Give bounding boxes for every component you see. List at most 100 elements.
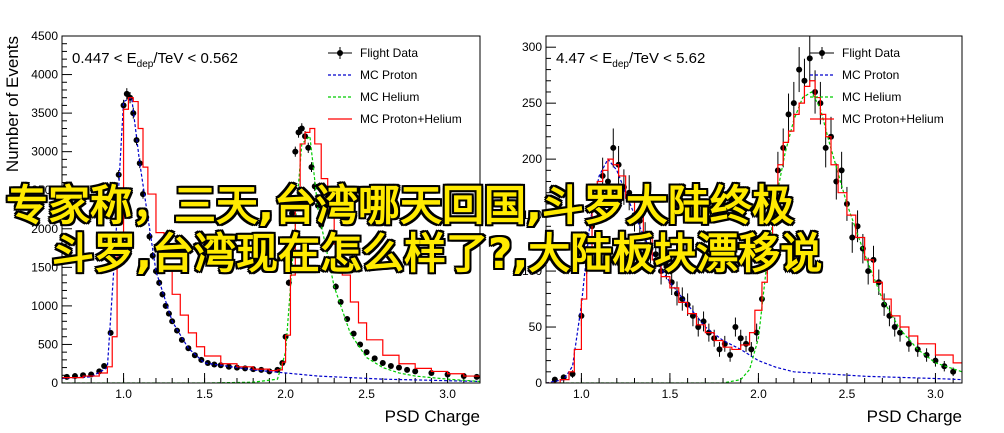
- legend-marker-point: [819, 50, 825, 56]
- series-mc-proton-helium: [62, 97, 480, 379]
- y-tick-label: 200: [522, 152, 542, 166]
- data-point: [136, 160, 143, 167]
- data-point: [258, 366, 265, 373]
- data-point: [211, 361, 218, 368]
- data-point: [891, 324, 898, 331]
- data-point: [727, 352, 734, 359]
- y-tick-label: 0: [51, 376, 58, 390]
- data-point: [716, 346, 723, 353]
- data-point: [604, 178, 611, 185]
- data-point: [806, 55, 813, 62]
- y-tick-label: 150: [522, 208, 542, 222]
- data-point: [379, 359, 386, 366]
- data-point: [790, 100, 797, 107]
- data-point: [412, 368, 419, 375]
- chart-title: 0.447 < Edep/TeV < 0.562: [72, 50, 238, 70]
- legend-marker-point: [337, 50, 343, 56]
- plot-frame: [61, 35, 481, 384]
- series-mc-proton: [62, 96, 480, 383]
- x-tick-label: 2.5: [839, 387, 856, 401]
- legend-label: MC Proton+Helium: [842, 112, 944, 126]
- data-point: [652, 251, 659, 258]
- x-tick-label: 1.0: [573, 387, 590, 401]
- data-point: [610, 144, 617, 151]
- x-axis-label: PSD Charge: [385, 407, 480, 426]
- y-tick-label: 300: [522, 40, 542, 54]
- data-point: [743, 340, 750, 347]
- data-point: [865, 268, 872, 275]
- data-point: [473, 373, 480, 380]
- data-point: [311, 183, 318, 190]
- plot-area: [546, 36, 962, 383]
- overlay-caption-line-1: 专家称，三天,台湾哪天回国,斗罗大陆终极: [6, 181, 794, 230]
- y-tick-label: 1000: [31, 299, 58, 313]
- legend-label: Flight Data: [360, 46, 418, 60]
- y-tick-label: 2000: [31, 222, 58, 236]
- y-tick-label: 3500: [31, 106, 58, 120]
- data-point: [695, 324, 702, 331]
- legend: Flight Data MC Proton MC Helium MC Proton+H…: [328, 46, 462, 126]
- data-point: [404, 366, 411, 373]
- data-point: [289, 210, 296, 217]
- data-point: [737, 335, 744, 342]
- data-point: [178, 336, 185, 343]
- x-tick-label: 2.5: [358, 387, 375, 401]
- series-mc-helium: [546, 91, 962, 383]
- y-tick-label: 4500: [31, 29, 58, 43]
- x-axis-label: PSD Charge: [867, 407, 962, 426]
- data-point: [387, 363, 394, 370]
- data-point: [292, 148, 299, 155]
- data-point: [689, 312, 696, 319]
- data-point: [130, 110, 137, 117]
- data-point: [932, 357, 939, 364]
- chart-title: 4.47 < Edep/TeV < 5.62: [556, 50, 705, 70]
- data-point: [63, 373, 70, 380]
- x-tick-label: 1.5: [662, 387, 679, 401]
- legend-label: MC Helium: [360, 90, 419, 104]
- data-point: [785, 111, 792, 118]
- plot-area: [62, 88, 480, 383]
- x-tick-label: 2.0: [750, 387, 767, 401]
- data-point: [881, 301, 888, 308]
- chart-1: 0 500 1000 1500 2000 2500 3000 3500 4000 4500 1.0 1…: [3, 29, 481, 426]
- data-point: [395, 364, 402, 371]
- legend-label: MC Helium: [842, 90, 901, 104]
- data-point: [626, 189, 633, 196]
- plot-border: [61, 35, 481, 384]
- data-point: [822, 144, 829, 151]
- chart-title-subscript: dep: [612, 59, 629, 70]
- series-mc-proton-helium: [546, 80, 962, 383]
- data-point: [191, 352, 198, 359]
- data-point: [444, 371, 451, 378]
- data-point: [115, 171, 122, 178]
- x-tick-label: 3.0: [439, 387, 456, 401]
- data-point: [357, 341, 364, 348]
- data-point: [350, 330, 357, 337]
- data-point: [266, 368, 273, 375]
- chart-title-part: 4.47 < E: [556, 50, 612, 67]
- data-point: [923, 352, 930, 359]
- data-point: [905, 340, 912, 347]
- x-tick-label: 1.5: [196, 387, 213, 401]
- legend-label: MC Proton+Helium: [360, 112, 462, 126]
- x-tick-label: 2.0: [277, 387, 294, 401]
- chart-title-subscript: dep: [137, 59, 154, 70]
- data-point: [318, 221, 325, 228]
- series-flight-data: [63, 88, 480, 380]
- y-tick-label: 0: [535, 376, 542, 390]
- data-point: [849, 234, 856, 241]
- y-tick-label: 1500: [31, 260, 58, 274]
- legend: Flight Data MC Proton MC Helium MC Proton+H…: [810, 46, 944, 126]
- chart-2: 0 50 100 150 200 250 300 1.0 1.5 2.0 2.5 3.0 PSD Cha…: [522, 35, 963, 426]
- data-point: [298, 125, 305, 132]
- legend-label: Flight Data: [842, 46, 900, 60]
- data-point: [801, 77, 808, 84]
- data-point: [101, 363, 108, 370]
- chart-title-part: /TeV < 0.562: [153, 50, 238, 67]
- y-tick-label: 250: [522, 96, 542, 110]
- data-point: [152, 268, 159, 275]
- data-point: [107, 329, 114, 336]
- chart-title-part: 0.447 < E: [72, 50, 137, 67]
- y-tick-label: 2500: [31, 183, 58, 197]
- y-tick-label: 3000: [31, 145, 58, 159]
